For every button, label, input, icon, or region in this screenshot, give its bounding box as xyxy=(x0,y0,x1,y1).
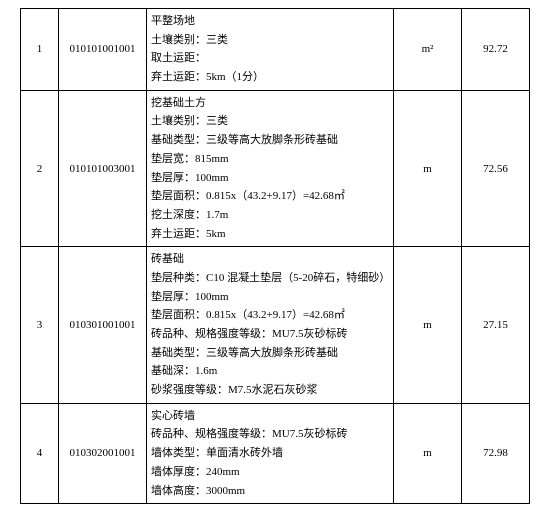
desc-line: 墙体高度：3000mm xyxy=(151,482,389,501)
row-value: 72.56 xyxy=(462,90,530,247)
desc-line: 挖基础土方 xyxy=(151,94,389,113)
row-unit: m xyxy=(394,247,462,404)
row-index: 1 xyxy=(21,9,59,91)
desc-line: 墙体厚度：240mm xyxy=(151,463,389,482)
desc-line: 砂浆强度等级：M7.5水泥石灰砂浆 xyxy=(151,381,389,400)
desc-line: 实心砖墙 xyxy=(151,407,389,426)
row-description: 挖基础土方 土壤类别：三类 基础类型：三级等高大放脚条形砖基础 垫层宽：815m… xyxy=(147,90,394,247)
table-row: 2 010101003001 挖基础土方 土壤类别：三类 基础类型：三级等高大放… xyxy=(21,90,530,247)
desc-line: 砖品种、规格强度等级：MU7.5灰砂标砖 xyxy=(151,325,389,344)
desc-line: 垫层面积：0.815x（43.2+9.17）=42.68㎡ xyxy=(151,306,389,325)
desc-line: 砖基础 xyxy=(151,250,389,269)
desc-line: 平整场地 xyxy=(151,12,389,31)
desc-line: 取土运距： xyxy=(151,49,389,68)
row-code: 010101001001 xyxy=(59,9,147,91)
desc-line: 垫层厚：100mm xyxy=(151,288,389,307)
desc-line: 土壤类别：三类 xyxy=(151,112,389,131)
row-unit: m xyxy=(394,403,462,503)
row-description: 砖基础 垫层种类：C10 混凝土垫层（5-20碎石，特细砂） 垫层厚：100mm… xyxy=(147,247,394,404)
row-unit: m xyxy=(394,90,462,247)
row-code: 010301001001 xyxy=(59,247,147,404)
row-code: 010302001001 xyxy=(59,403,147,503)
desc-line: 垫层面积：0.815x（43.2+9.17）=42.68㎡ xyxy=(151,187,389,206)
spec-table: 1 010101001001 平整场地 土壤类别：三类 取土运距： 弃土运距：5… xyxy=(20,8,530,504)
desc-line: 挖土深度：1.7m xyxy=(151,206,389,225)
desc-line: 垫层种类：C10 混凝土垫层（5-20碎石，特细砂） xyxy=(151,269,389,288)
desc-line: 弃土运距：5km xyxy=(151,225,389,244)
row-value: 92.72 xyxy=(462,9,530,91)
row-index: 4 xyxy=(21,403,59,503)
row-value: 72.98 xyxy=(462,403,530,503)
desc-line: 基础深：1.6m xyxy=(151,362,389,381)
desc-line: 墙体类型：单面清水砖外墙 xyxy=(151,444,389,463)
row-index: 2 xyxy=(21,90,59,247)
row-index: 3 xyxy=(21,247,59,404)
row-value: 27.15 xyxy=(462,247,530,404)
desc-line: 弃土运距：5km（1分） xyxy=(151,68,389,87)
desc-line: 垫层宽：815mm xyxy=(151,150,389,169)
desc-line: 垫层厚：100mm xyxy=(151,169,389,188)
table-row: 4 010302001001 实心砖墙 砖品种、规格强度等级：MU7.5灰砂标砖… xyxy=(21,403,530,503)
row-unit: m² xyxy=(394,9,462,91)
row-description: 平整场地 土壤类别：三类 取土运距： 弃土运距：5km（1分） xyxy=(147,9,394,91)
row-description: 实心砖墙 砖品种、规格强度等级：MU7.5灰砂标砖 墙体类型：单面清水砖外墙 墙… xyxy=(147,403,394,503)
desc-line: 砖品种、规格强度等级：MU7.5灰砂标砖 xyxy=(151,425,389,444)
table-row: 1 010101001001 平整场地 土壤类别：三类 取土运距： 弃土运距：5… xyxy=(21,9,530,91)
desc-line: 基础类型：三级等高大放脚条形砖基础 xyxy=(151,344,389,363)
desc-line: 基础类型：三级等高大放脚条形砖基础 xyxy=(151,131,389,150)
row-code: 010101003001 xyxy=(59,90,147,247)
table-row: 3 010301001001 砖基础 垫层种类：C10 混凝土垫层（5-20碎石… xyxy=(21,247,530,404)
desc-line: 土壤类别：三类 xyxy=(151,31,389,50)
